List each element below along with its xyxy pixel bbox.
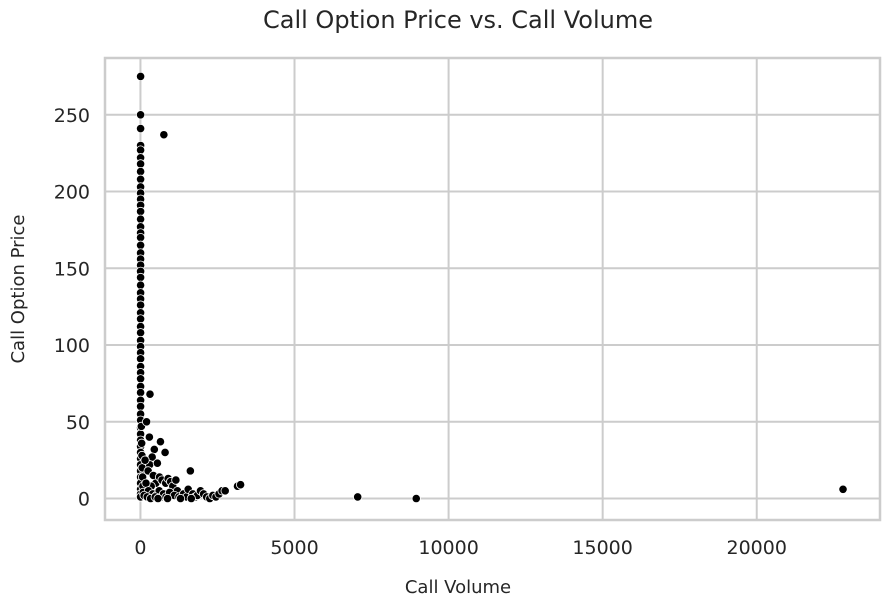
y-axis-label: Call Option Price (8, 214, 29, 363)
data-point (140, 455, 150, 465)
data-point (135, 159, 146, 169)
data-point (135, 354, 146, 364)
x-axis-ticks: 0 5000 10000 15000 20000 (134, 537, 787, 559)
data-point (135, 240, 146, 250)
data-point (186, 493, 196, 504)
data-point (135, 272, 146, 283)
data-point (411, 493, 421, 504)
y-tick-label: 0 (78, 489, 90, 511)
data-point (838, 484, 848, 494)
data-point (144, 432, 154, 442)
y-tick-label: 200 (54, 182, 90, 204)
y-tick-label: 250 (54, 105, 90, 127)
grid (105, 58, 880, 520)
data-point (145, 389, 155, 399)
data-point (185, 466, 195, 476)
x-tick-label: 10000 (418, 537, 478, 559)
data-point (135, 166, 146, 177)
data-point (135, 300, 146, 310)
data-point (135, 314, 146, 324)
data-point (155, 437, 166, 447)
x-tick-label: 20000 (727, 537, 787, 559)
data-point (135, 232, 146, 243)
data-point (149, 444, 159, 454)
data-point (135, 374, 146, 384)
data-point (137, 438, 147, 448)
data-point (160, 447, 170, 458)
data-point (152, 458, 162, 468)
data-point (171, 475, 181, 485)
x-tick-label: 5000 (270, 537, 318, 559)
data-point (220, 486, 230, 496)
data-point (135, 124, 146, 134)
data-point (141, 478, 151, 488)
data-point (162, 493, 173, 504)
x-tick-label: 15000 (572, 537, 632, 559)
data-point (135, 174, 146, 184)
y-axis-ticks: 0 50 100 150 200 250 (54, 105, 90, 511)
plot-frame (103, 56, 882, 522)
data-point (135, 71, 146, 82)
chart-title: Call Option Price vs. Call Volume (263, 6, 653, 34)
data-point (135, 110, 146, 120)
data-point (135, 214, 146, 224)
data-point (135, 145, 146, 155)
data-point (159, 130, 169, 140)
data-point (235, 480, 246, 490)
data-point (135, 206, 146, 217)
data-points (135, 71, 848, 504)
data-point (153, 493, 163, 504)
x-tick-label: 0 (134, 537, 146, 559)
data-point (135, 328, 146, 338)
data-point (175, 493, 186, 504)
y-tick-label: 50 (66, 412, 90, 434)
data-point (135, 401, 146, 412)
x-axis-label: Call Volume (405, 577, 511, 598)
y-tick-label: 100 (54, 335, 90, 357)
data-point (142, 417, 152, 427)
data-point (353, 492, 363, 502)
data-point (135, 280, 146, 290)
y-tick-label: 150 (54, 258, 90, 280)
data-point (135, 388, 146, 398)
